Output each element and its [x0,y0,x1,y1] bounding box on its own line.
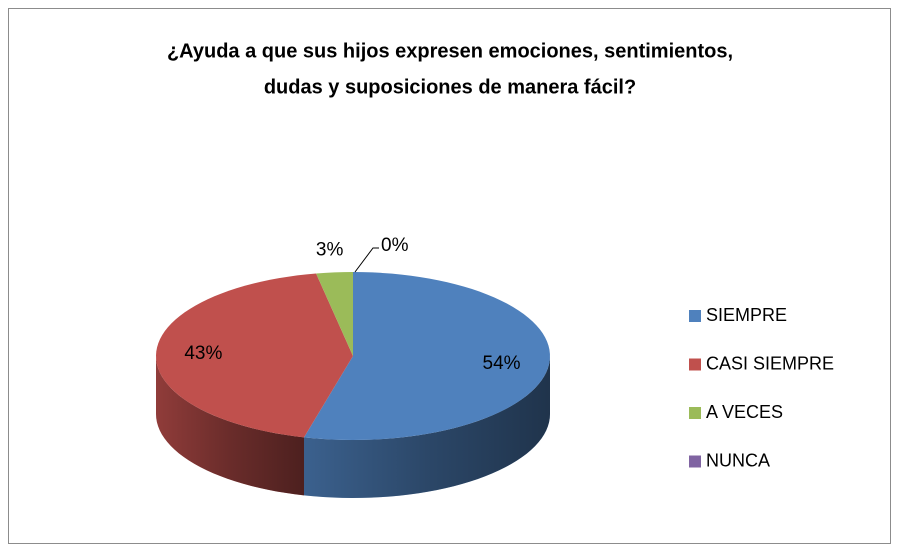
legend-label: NUNCA [706,450,770,470]
pie-slice [316,272,353,356]
data-label: 3% [316,240,344,261]
data-label: 43% [184,343,222,364]
chart-title: dudas y suposiciones de manera fácil? [264,76,636,98]
pie-side-shade [304,356,550,498]
legend-label: SIEMPRE [706,305,787,325]
legend-swatch [689,358,701,371]
legend-swatch [689,407,701,419]
legend-swatch [689,310,701,322]
legend-label: CASI SIEMPRE [706,353,834,373]
legend-label: A VECES [706,402,783,422]
data-label: 0% [381,235,409,256]
leader-line [354,247,379,273]
chart-title: ¿Ayuda a que sus hijos expresen emocione… [167,40,733,62]
pie-slice [304,272,550,440]
pie-side-shade [156,356,305,496]
legend-swatch [689,455,701,468]
pie-slice [156,273,353,438]
data-label: 54% [483,353,521,374]
